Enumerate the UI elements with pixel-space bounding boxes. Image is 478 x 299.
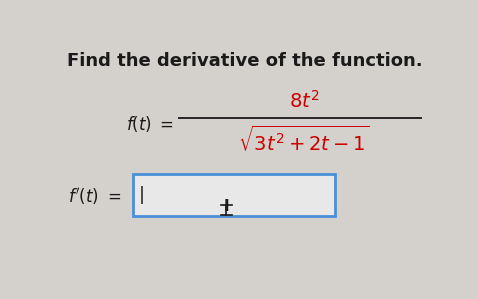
Text: |: | — [139, 186, 145, 204]
Text: $\sqrt{3t^2 + 2t - 1}$: $\sqrt{3t^2 + 2t - 1}$ — [238, 126, 369, 155]
FancyBboxPatch shape — [133, 174, 335, 216]
Text: I: I — [224, 199, 229, 214]
Text: $f(t)\ =$: $f(t)\ =$ — [126, 114, 174, 134]
Text: $f'(t)\ =$: $f'(t)\ =$ — [67, 186, 120, 207]
Text: $8t^2$: $8t^2$ — [289, 90, 319, 112]
Text: Find the derivative of the function.: Find the derivative of the function. — [67, 52, 423, 70]
